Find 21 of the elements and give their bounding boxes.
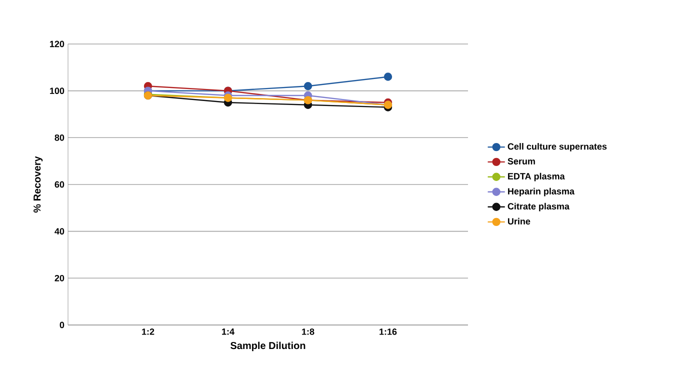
y-tick-label: 80 [54,134,64,141]
y-tick-label: 0 [60,322,64,328]
legend-label: Urine [508,218,530,225]
x-tick-label: 1:2 [142,328,154,335]
x-tick-label: 1:4 [222,328,234,335]
y-tick-label: 120 [50,40,64,48]
point [384,72,392,81]
y-tick-label: 60 [54,181,64,188]
legend-label: Serum [508,158,535,164]
point [304,82,312,90]
x-tick-label: 1:8 [302,328,314,335]
y-tick-label: 40 [54,228,64,235]
legend-label: EDTA plasma [508,172,565,182]
y-tick-label: 100 [50,88,64,94]
x-tick-label: 1:16 [380,328,397,335]
legend-label: Heparin plasma [508,188,575,196]
y-tick-label: 20 [54,274,64,282]
x-axis-title: Sample Dilution [230,342,306,352]
y-axis-title: % Recovery [34,156,43,213]
legend-label: Citrate plasma [508,202,570,212]
legend-label: Cell culture supernates [508,143,607,152]
